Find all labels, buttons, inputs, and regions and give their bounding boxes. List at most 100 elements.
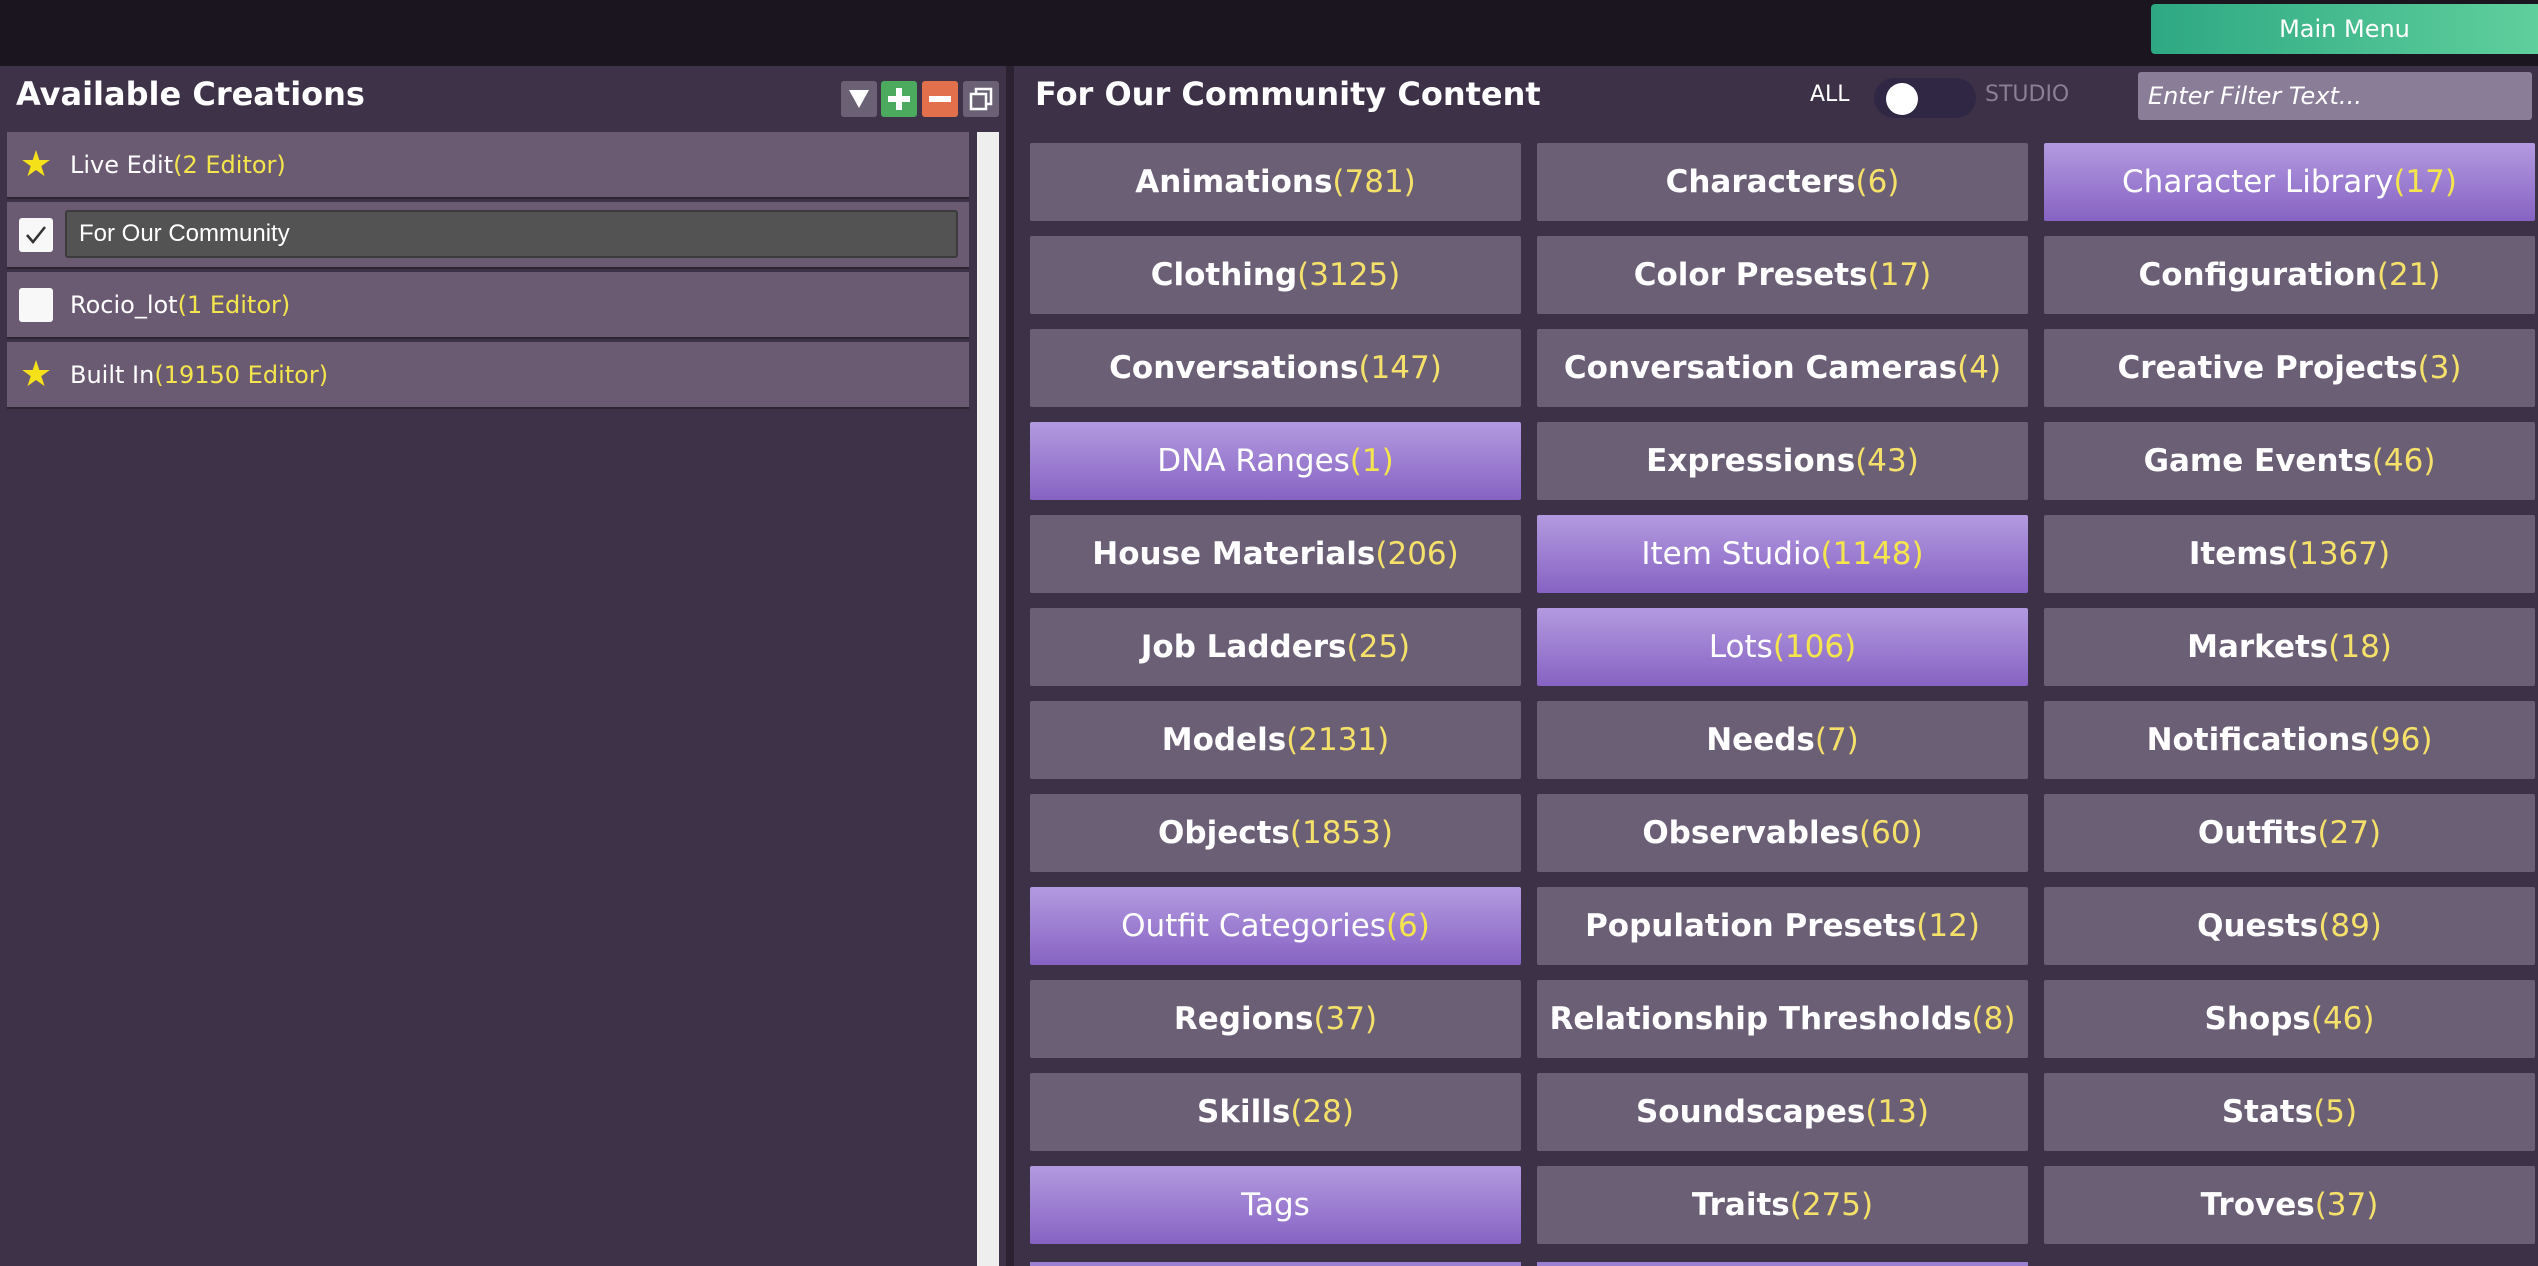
content-title: For Our Community Content (1035, 75, 1541, 113)
creation-row-built-in[interactable]: ★ Built In (19150 Editor) (7, 342, 969, 407)
category-color-presets-button[interactable]: Color Presets (17) (1537, 236, 2028, 314)
scrollbar[interactable] (977, 132, 999, 1266)
checkbox[interactable] (17, 216, 55, 254)
category-count: (43) (1855, 443, 1919, 479)
category-house-materials-button[interactable]: House Materials (206) (1030, 515, 1521, 593)
left-panel-header: Available Creations (0, 66, 1006, 131)
category-job-ladders-button[interactable]: Job Ladders (25) (1030, 608, 1521, 686)
creation-row-live-edit[interactable]: ★ Live Edit (2 Editor) (7, 132, 969, 197)
category-characters-button[interactable]: Characters (6) (1537, 143, 2028, 221)
category-name: Troves (2200, 1187, 2315, 1223)
category-character-library-button[interactable]: Character Library (17) (2044, 143, 2535, 221)
category-regions-button[interactable]: Regions (37) (1030, 980, 1521, 1058)
panel-divider[interactable] (1006, 66, 1014, 1266)
category-count: (1148) (1820, 536, 1924, 572)
category-count: (3) (2417, 350, 2462, 386)
category-models-button[interactable]: Models (2131) (1030, 701, 1521, 779)
category-count: (18) (2328, 629, 2392, 665)
category-count: (1853) (1289, 815, 1393, 851)
category-name: Lots (1708, 629, 1773, 665)
category-outfit-categories-button[interactable]: Outfit Categories (6) (1030, 887, 1521, 965)
category-items-button[interactable]: Items (1367) (2044, 515, 2535, 593)
category-count: (28) (1290, 1094, 1354, 1130)
category-skills-button[interactable]: Skills (28) (1030, 1073, 1521, 1151)
category-count: (17) (2393, 164, 2457, 200)
remove-creation-button[interactable] (922, 81, 958, 117)
category-count: (27) (2317, 815, 2382, 851)
creation-row-for-our-community[interactable] (7, 202, 969, 267)
category-soundscapes-button[interactable]: Soundscapes (13) (1537, 1073, 2028, 1151)
filter-dropdown-button[interactable] (841, 81, 877, 117)
category-markets-button[interactable]: Markets (18) (2044, 608, 2535, 686)
category-count: (96) (2368, 722, 2433, 758)
category-count: (275) (1789, 1187, 1874, 1223)
category-quests-button[interactable]: Quests (89) (2044, 887, 2535, 965)
category-name: Soundscapes (1635, 1094, 1866, 1130)
top-bar: Main Menu (0, 0, 2538, 65)
category-objects-button[interactable]: Objects (1853) (1030, 794, 1521, 872)
category-count: (3125) (1297, 257, 1401, 293)
category-count: (12) (1916, 908, 1980, 944)
filter-text-input[interactable] (2138, 72, 2532, 120)
minus-icon (929, 96, 951, 102)
category-name: Configuration (2138, 257, 2377, 293)
all-studio-toggle[interactable] (1874, 78, 1976, 118)
creation-name-input[interactable] (65, 210, 958, 258)
editor-count: (19150 Editor) (154, 360, 329, 389)
toggle-studio-label: STUDIO (1985, 82, 2070, 107)
category-conversations-button[interactable]: Conversations (147) (1030, 329, 1521, 407)
category-count: (206) (1375, 536, 1459, 572)
category-notifications-button[interactable]: Notifications (96) (2044, 701, 2535, 779)
star-icon: ★ (19, 354, 53, 395)
category-count: (6) (1855, 164, 1900, 200)
category-dna-ranges-button[interactable]: DNA Ranges (1) (1030, 422, 1521, 500)
main-menu-button[interactable]: Main Menu (2151, 4, 2538, 54)
checkbox[interactable] (17, 286, 55, 324)
category-lots-button[interactable]: Lots (106) (1537, 608, 2028, 686)
category-grid: Animations (781) Characters (6) Character … (1030, 143, 2538, 1244)
category-outfits-button[interactable]: Outfits (27) (2044, 794, 2535, 872)
creation-label: Rocio_lot (1 Editor) (70, 272, 290, 337)
category-game-events-button[interactable]: Game Events (46) (2044, 422, 2535, 500)
category-tile-partial[interactable] (1537, 1262, 2028, 1266)
category-name: Regions (1173, 1001, 1314, 1037)
category-item-studio-button[interactable]: Item Studio (1148) (1537, 515, 2028, 593)
category-population-presets-button[interactable]: Population Presets (12) (1537, 887, 2028, 965)
category-tile-partial[interactable] (1030, 1262, 1521, 1266)
copy-icon (969, 87, 993, 111)
duplicate-creation-button[interactable] (963, 81, 999, 117)
category-name: Character Library (2122, 164, 2394, 200)
category-clothing-button[interactable]: Clothing (3125) (1030, 236, 1521, 314)
category-name: Notifications (2146, 722, 2369, 758)
category-count: (25) (1346, 629, 1411, 665)
panel-title: Available Creations (16, 75, 365, 113)
category-name: Skills (1197, 1094, 1291, 1130)
category-count: (781) (1332, 164, 1416, 200)
category-observables-button[interactable]: Observables (60) (1537, 794, 2028, 872)
category-count: (147) (1358, 350, 1442, 386)
category-relationship-thresholds-button[interactable]: Relationship Thresholds (8) (1537, 980, 2028, 1058)
category-count: (46) (2310, 1001, 2375, 1037)
category-troves-button[interactable]: Troves (37) (2044, 1166, 2535, 1244)
category-conversation-cameras-button[interactable]: Conversation Cameras (4) (1537, 329, 2028, 407)
category-name: Game Events (2143, 443, 2372, 479)
category-tags-button[interactable]: Tags (1030, 1166, 1521, 1244)
category-animations-button[interactable]: Animations (781) (1030, 143, 1521, 221)
category-stats-button[interactable]: Stats (5) (2044, 1073, 2535, 1151)
creation-name: Rocio_lot (70, 290, 178, 319)
category-name: Animations (1135, 164, 1333, 200)
category-expressions-button[interactable]: Expressions (43) (1537, 422, 2028, 500)
creation-name: Built In (70, 360, 155, 389)
category-traits-button[interactable]: Traits (275) (1537, 1166, 2028, 1244)
category-shops-button[interactable]: Shops (46) (2044, 980, 2535, 1058)
creation-row-rocio-lot[interactable]: Rocio_lot (1 Editor) (7, 272, 969, 337)
category-count: (37) (1313, 1001, 1378, 1037)
category-needs-button[interactable]: Needs (7) (1537, 701, 2028, 779)
add-creation-button[interactable] (881, 81, 917, 117)
star-icon: ★ (19, 144, 53, 185)
category-creative-projects-button[interactable]: Creative Projects (3) (2044, 329, 2535, 407)
creation-label: Live Edit (2 Editor) (70, 132, 286, 197)
category-configuration-button[interactable]: Configuration (21) (2044, 236, 2535, 314)
creation-name: Live Edit (70, 150, 174, 179)
triangle-down-icon (849, 90, 869, 108)
